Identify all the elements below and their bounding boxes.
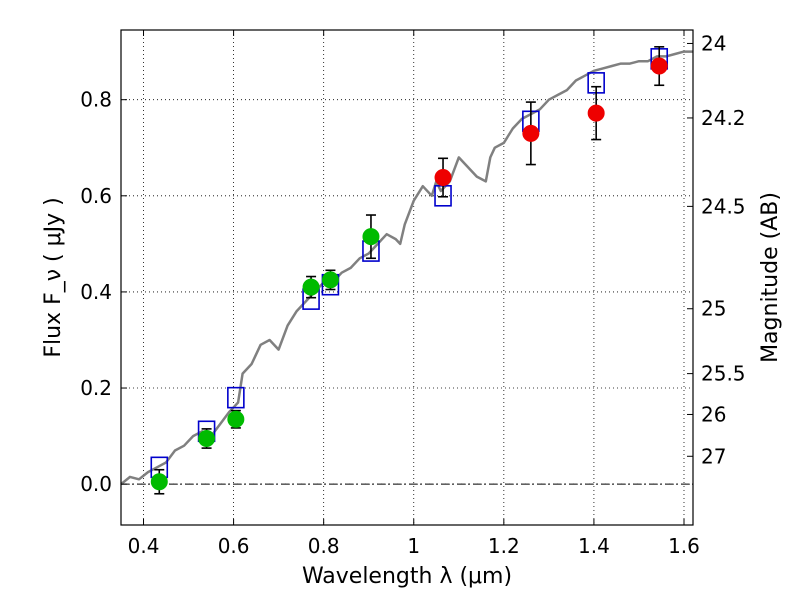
x-tick-label: 1.6 (668, 534, 700, 558)
x-tick-label: 0.4 (128, 534, 160, 558)
observed-point (650, 57, 668, 75)
model-square-marker (227, 386, 245, 409)
observed-point (587, 104, 605, 122)
axis-layer: 0.4 0.6 0.8 1 1.2 1.4 1.6 0.0 0.2 0.4 0.6 0.8 24 24.2… (80, 30, 746, 558)
plot-frame (120, 29, 694, 526)
y2-tick-label: 25 (701, 297, 726, 321)
observed-point (434, 169, 452, 187)
series-layer (120, 46, 693, 495)
y2-tick-label: 24 (701, 31, 726, 55)
x-tick-label: 1.2 (488, 534, 520, 558)
y-tick-label: 0.2 (80, 376, 112, 400)
observed-point (227, 410, 245, 428)
observed-point (302, 278, 320, 296)
observed-point (198, 429, 216, 447)
y2-tick-label: 27 (701, 444, 726, 468)
y-tick-label: 0.8 (80, 88, 112, 112)
y2-tick-label: 24.2 (701, 106, 746, 130)
observed-point (362, 228, 380, 246)
y-tick-label: 0.6 (80, 184, 112, 208)
y-tick-label: 0.0 (80, 472, 112, 496)
y2-tick-label: 24.5 (701, 194, 746, 218)
y2-axis-title: Magnitude (AB) (758, 192, 783, 363)
x-tick-label: 1 (407, 534, 420, 558)
x-axis-title: Wavelength λ (μm) (302, 564, 512, 589)
x-tick-label: 0.6 (218, 534, 250, 558)
observed-point (150, 473, 168, 491)
x-tick-label: 0.8 (308, 534, 340, 558)
x-tick-label: 1.4 (578, 534, 610, 558)
observed-point (522, 124, 540, 142)
y-axis-title: Flux F_ν ( μJy ) (41, 197, 66, 357)
y2-tick-label: 25.5 (701, 362, 746, 386)
observed-point (321, 271, 339, 289)
y-tick-label: 0.4 (80, 280, 112, 304)
y2-tick-label: 26 (701, 402, 726, 426)
